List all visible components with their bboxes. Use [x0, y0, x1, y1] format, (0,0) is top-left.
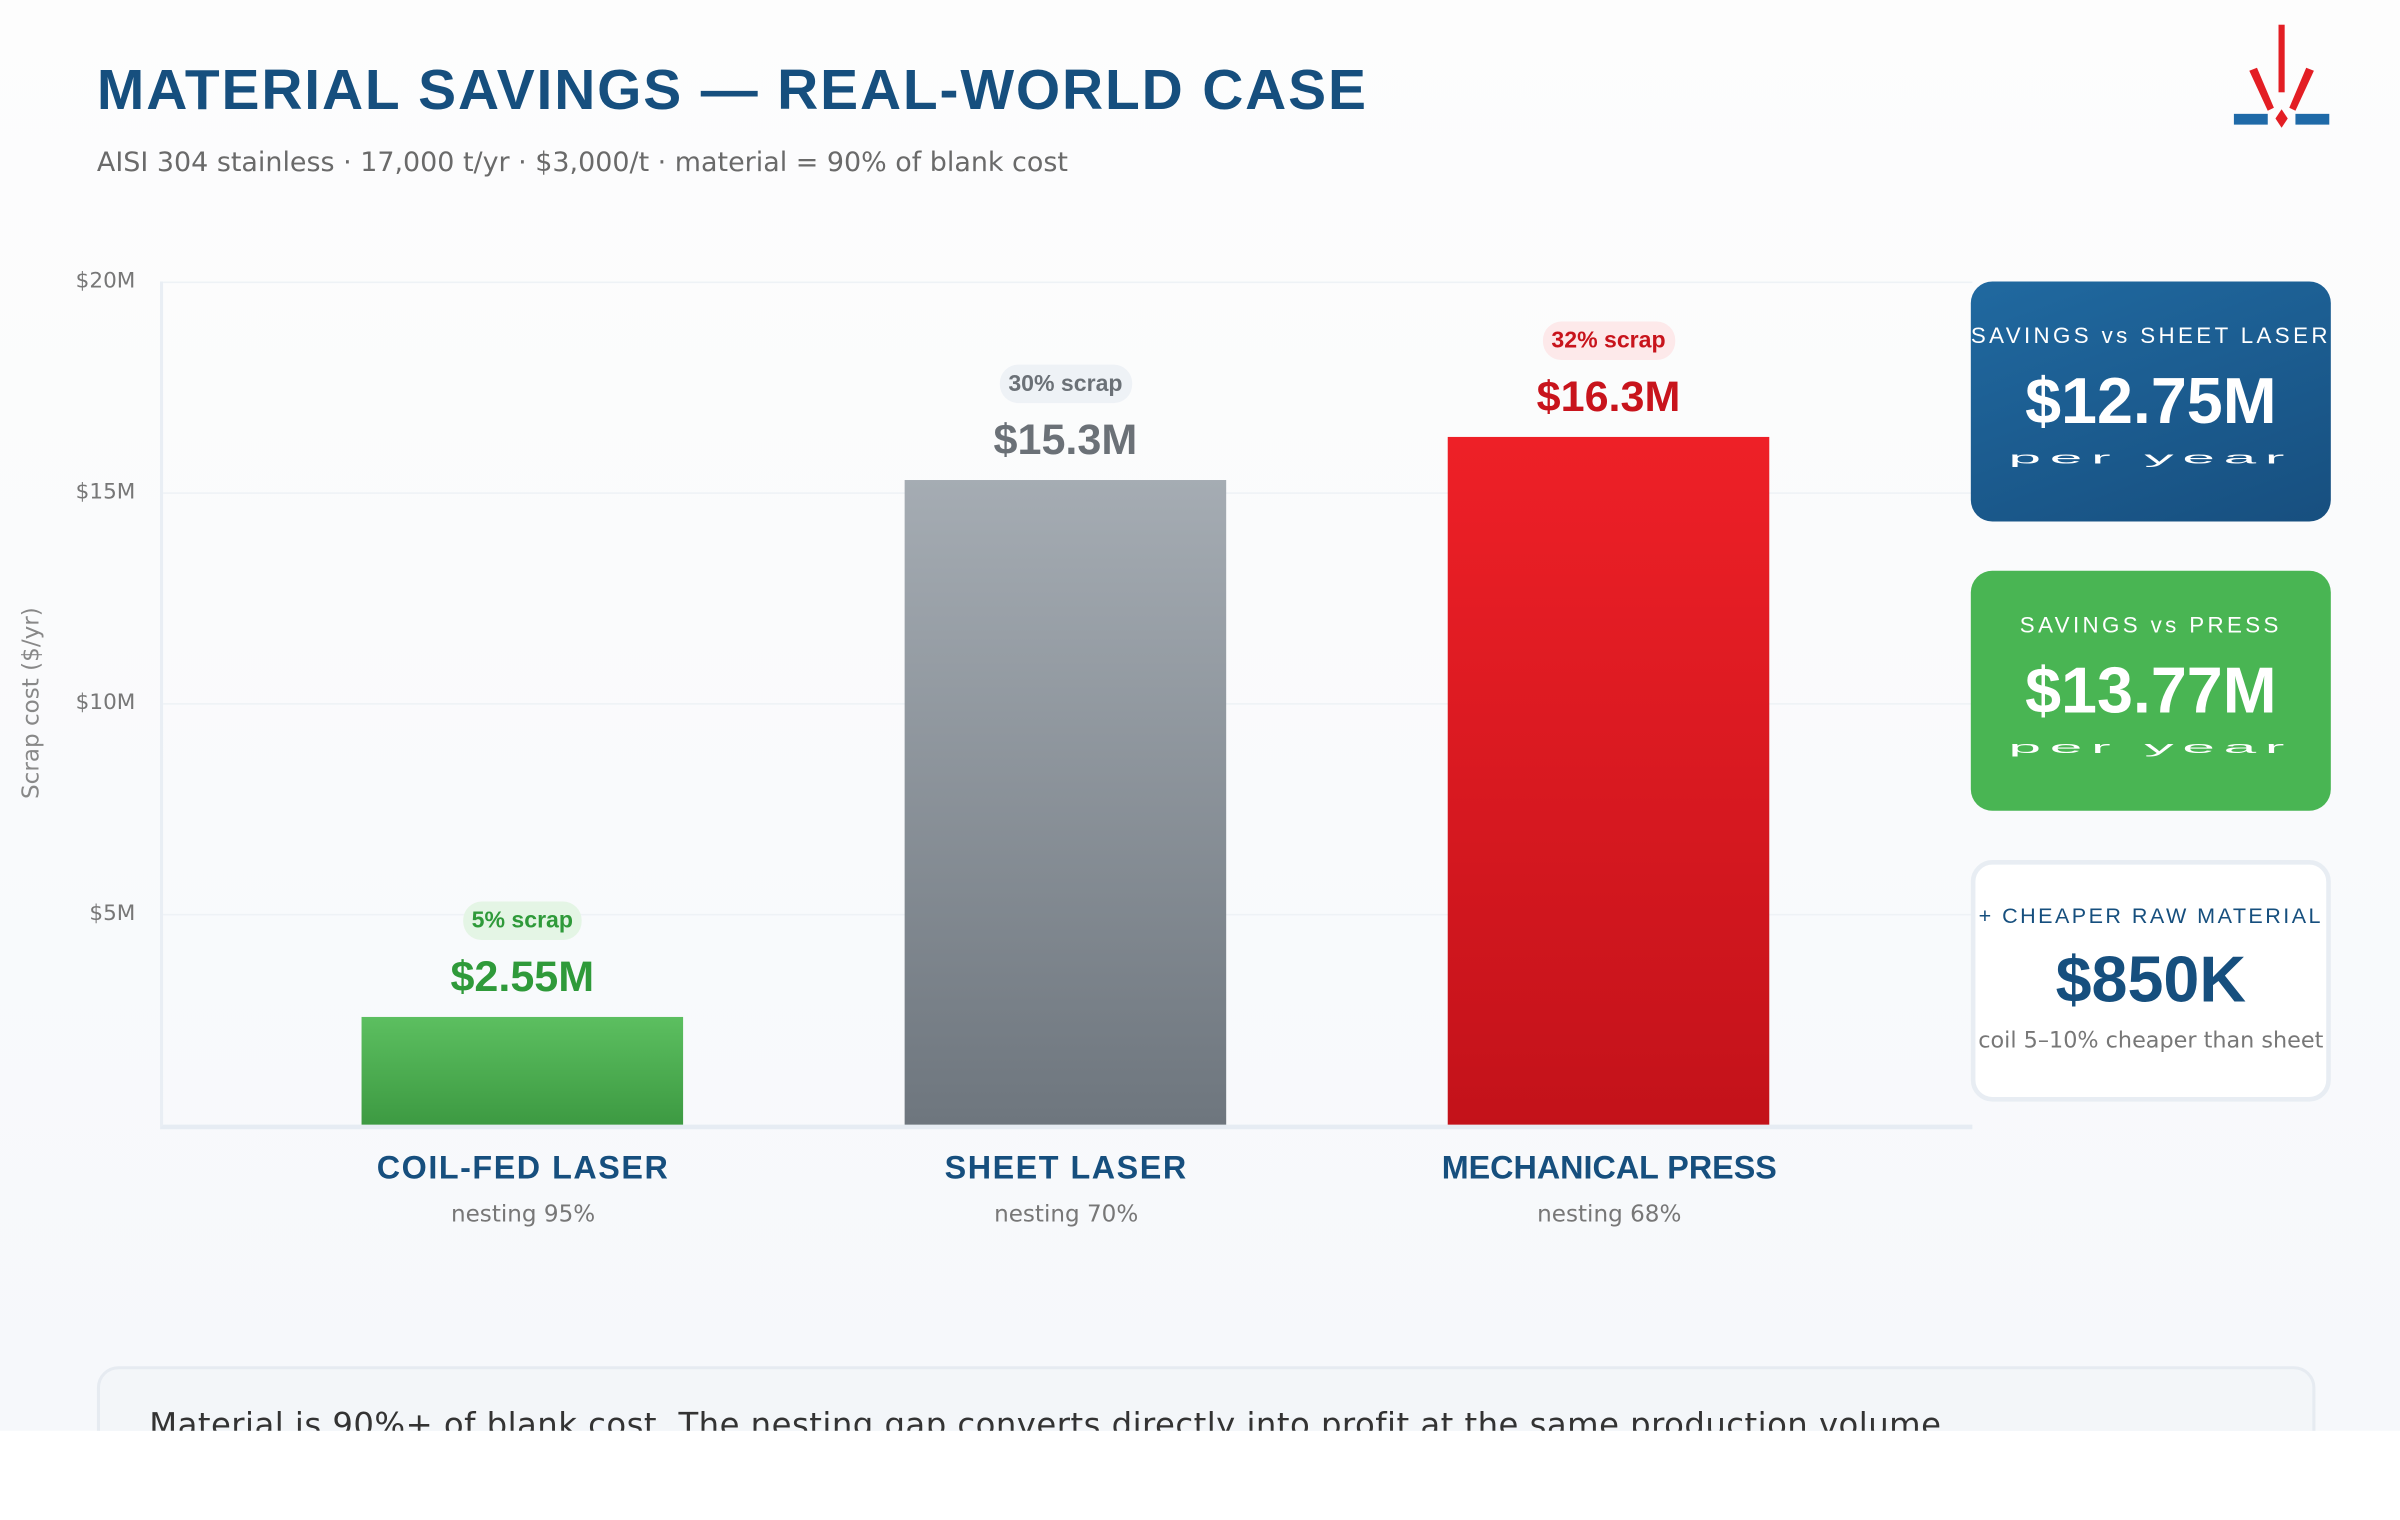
- laser-beam-logo-icon: [2233, 24, 2330, 128]
- category-sublabel: nesting 95%: [450, 1200, 596, 1228]
- gridline: [163, 281, 1973, 284]
- bar-3: [1447, 437, 1770, 1125]
- page-subtitle: AISI 304 stainless · 17,000 t/yr · $3,00…: [96, 147, 1068, 179]
- slide: MATERIAL SAVINGS — REAL-WORLD CASE AISI …: [0, 0, 2400, 1431]
- footer-text: Material is 90%+ of blank cost. The nest…: [149, 1406, 1953, 1431]
- savings-vs-sheet-card: SAVINGS vs SHEET LASER $12.75M per year: [1970, 281, 2331, 522]
- category-label: SHEET LASER: [944, 1150, 1188, 1187]
- card-note: per year: [2008, 449, 2294, 468]
- card-label: SAVINGS vs SHEET LASER: [1970, 324, 2331, 350]
- plot-area: [160, 281, 1973, 1130]
- value-label: $2.55M: [450, 952, 595, 1001]
- card-value: $850K: [2055, 943, 2247, 1016]
- value-label: $16.3M: [1536, 372, 1681, 421]
- y-tick-label: $20M: [75, 269, 136, 294]
- bar-1: [361, 1017, 684, 1125]
- page-title: MATERIAL SAVINGS — REAL-WORLD CASE: [96, 58, 1368, 122]
- category-sublabel: nesting 68%: [1537, 1200, 1682, 1228]
- y-tick-label: $15M: [75, 480, 136, 505]
- card-label: SAVINGS vs PRESS: [2019, 613, 2282, 639]
- savings-vs-press-card: SAVINGS vs PRESS $13.77M per year: [1970, 570, 2331, 811]
- footer-callout: Material is 90%+ of blank cost. The nest…: [96, 1366, 2316, 1431]
- card-value: $12.75M: [2025, 364, 2277, 437]
- y-axis-label: Scrap cost ($/yr): [16, 607, 45, 799]
- category-sublabel: nesting 70%: [994, 1200, 1139, 1228]
- cheaper-material-card: + CHEAPER RAW MATERIAL $850K coil 5–10% …: [1970, 860, 2331, 1102]
- card-note: per year: [2008, 738, 2294, 758]
- y-tick-label: $5M: [89, 901, 136, 927]
- card-note: coil 5–10% cheaper than sheet: [1978, 1029, 2324, 1054]
- scrap-badge: 30% scrap: [999, 364, 1132, 403]
- value-label: $15.3M: [993, 415, 1138, 463]
- category-label: COIL-FED LASER: [376, 1150, 670, 1187]
- card-value: $13.77M: [2025, 653, 2277, 727]
- bar-2: [904, 479, 1227, 1125]
- card-label: + CHEAPER RAW MATERIAL: [1978, 903, 2324, 928]
- category-label: MECHANICAL PRESS: [1441, 1150, 1777, 1187]
- scrap-badge: 5% scrap: [462, 901, 583, 941]
- y-tick-label: $10M: [75, 690, 136, 716]
- scrap-badge: 32% scrap: [1542, 322, 1675, 361]
